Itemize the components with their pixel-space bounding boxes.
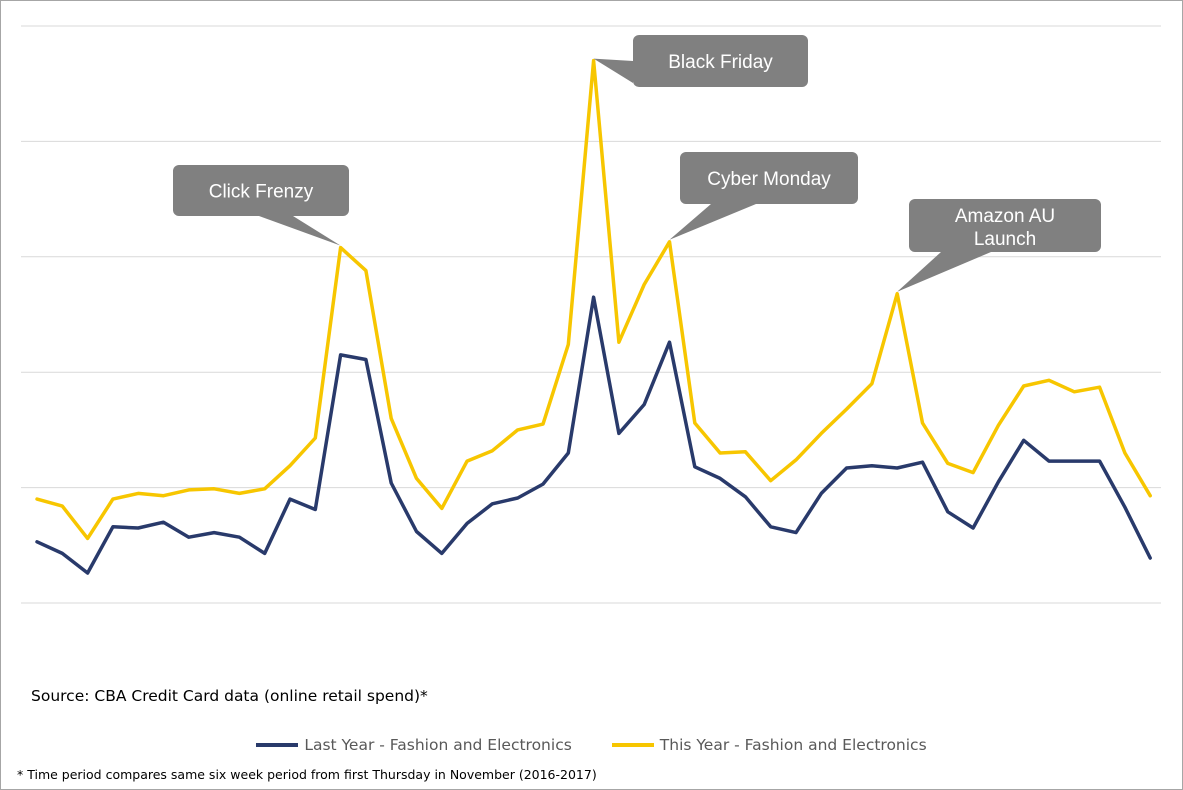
legend-item-this-year: This Year - Fashion and Electronics — [611, 736, 927, 754]
callout-amazon-au-launch: Amazon AU Launch — [897, 199, 1101, 292]
callout-box — [680, 152, 858, 204]
source-note: Source: CBA Credit Card data (online ret… — [31, 687, 428, 705]
callout-box — [633, 35, 808, 87]
callout-box — [173, 165, 349, 216]
annotations: Click Frenzy Black Friday Cyber Monday Amaz… — [173, 35, 1101, 292]
legend: Last Year - Fashion and Electronics This… — [1, 736, 1182, 754]
series-line-last-year — [35, 295, 1152, 575]
legend-swatch-this-year — [611, 743, 654, 747]
callout-label: Black Friday — [668, 52, 773, 73]
callout-label: Amazon AU Launch — [955, 206, 1055, 250]
legend-swatch-last-year — [256, 743, 299, 747]
callout-click-frenzy: Click Frenzy — [173, 165, 349, 246]
callout-cyber-monday: Cyber Monday — [669, 152, 858, 240]
callout-label: Cyber Monday — [707, 169, 831, 190]
series-line-this-year — [35, 58, 1152, 541]
callout-label: Click Frenzy — [209, 182, 314, 203]
callout-pointer — [259, 216, 341, 246]
legend-item-last-year: Last Year - Fashion and Electronics — [256, 736, 572, 754]
callout-black-friday: Black Friday — [593, 35, 808, 87]
callout-box — [909, 199, 1101, 252]
callout-pointer — [897, 252, 991, 292]
callout-pointer — [669, 204, 756, 240]
callout-pointer — [593, 58, 633, 83]
series-lines — [35, 58, 1152, 575]
legend-label-last-year: Last Year - Fashion and Electronics — [304, 736, 572, 754]
legend-label-this-year: This Year - Fashion and Electronics — [659, 736, 927, 754]
line-chart: Click Frenzy Black Friday Cyber Monday Amaz… — [21, 25, 1161, 604]
footnote: * Time period compares same six week per… — [17, 767, 597, 782]
